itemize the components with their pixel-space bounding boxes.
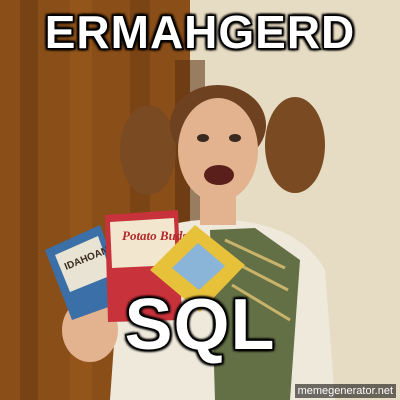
left-pigtail	[120, 105, 176, 195]
top-caption: ERMAHGERD	[43, 5, 356, 60]
watermark-text: memegenerator.net	[294, 384, 396, 398]
potato-buds-box: Potato Buds	[105, 210, 187, 322]
face-shape	[178, 98, 258, 202]
mouth-shape	[204, 165, 234, 185]
third-box	[150, 225, 245, 312]
svg-text:Potato Buds: Potato Buds	[122, 228, 187, 243]
bottom-caption: SQL	[123, 284, 276, 367]
right-pigtail	[265, 97, 325, 193]
